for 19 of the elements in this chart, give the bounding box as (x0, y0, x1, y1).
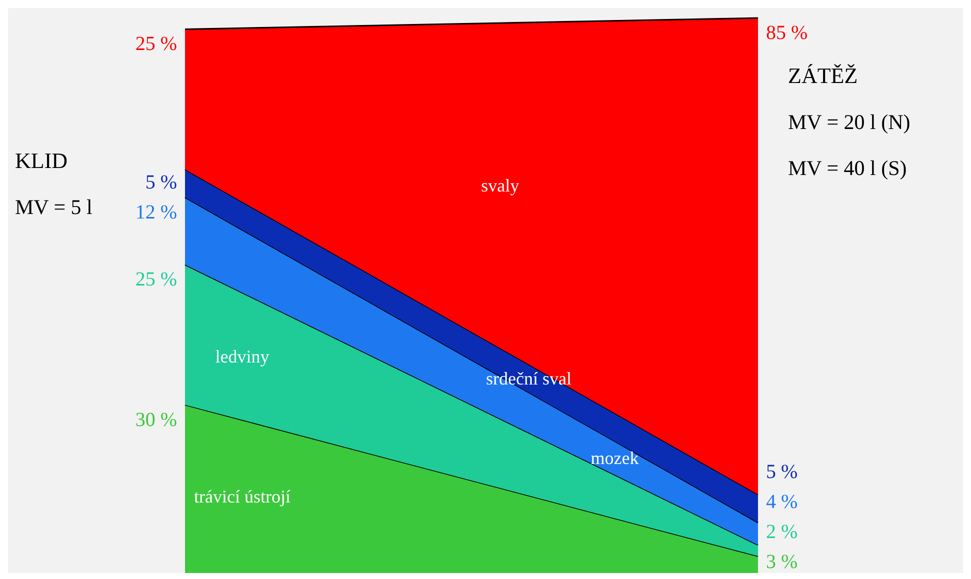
series-label: ledviny (215, 346, 270, 366)
series-label: mozek (590, 448, 639, 468)
data-label: 5 % (766, 461, 798, 483)
data-label: 2 % (766, 521, 798, 543)
data-label: 5 % (145, 171, 177, 194)
annotation: MV = 40 l (S) (788, 156, 907, 180)
x-tick-label: ZÁTĚŽ (788, 63, 858, 88)
data-label: 4 % (766, 491, 798, 513)
x-tick-label: KLID (15, 148, 68, 173)
data-label: 3 % (766, 551, 798, 573)
data-label: 30 % (135, 408, 177, 431)
annotation: MV = 5 l (15, 195, 93, 219)
annotation: MV = 20 l (N) (788, 110, 910, 134)
data-label: 25 % (135, 33, 177, 56)
series-label: svaly (481, 176, 520, 196)
data-label: 12 % (135, 201, 177, 224)
series-label: trávicí ústrojí (194, 486, 291, 506)
data-label: 25 % (135, 268, 177, 291)
data-label: 85 % (766, 22, 808, 44)
